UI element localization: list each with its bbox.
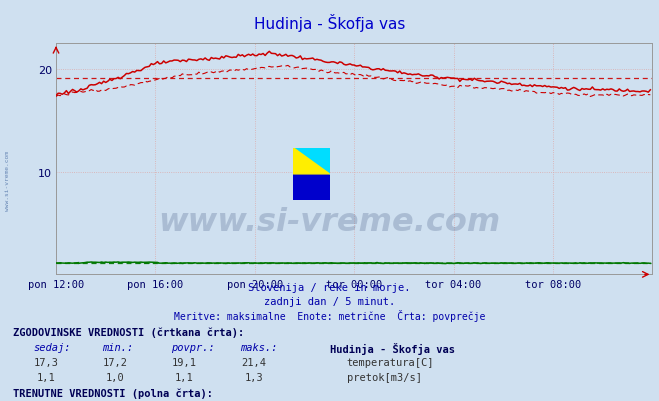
Text: zadnji dan / 5 minut.: zadnji dan / 5 minut.	[264, 296, 395, 306]
Text: sedaj:: sedaj:	[33, 342, 71, 352]
Text: Slovenija / reke in morje.: Slovenija / reke in morje.	[248, 283, 411, 293]
Polygon shape	[293, 148, 330, 174]
Polygon shape	[293, 148, 330, 174]
Text: www.si-vreme.com: www.si-vreme.com	[5, 150, 11, 211]
Text: min.:: min.:	[102, 342, 133, 352]
Text: 17,2: 17,2	[103, 357, 128, 367]
Text: Hudinja - Škofja vas: Hudinja - Škofja vas	[330, 342, 455, 354]
Text: 21,4: 21,4	[241, 357, 266, 367]
Text: 17,3: 17,3	[34, 357, 59, 367]
Text: temperatura[C]: temperatura[C]	[347, 357, 434, 367]
Text: 1,1: 1,1	[175, 373, 194, 383]
Text: pretok[m3/s]: pretok[m3/s]	[347, 373, 422, 383]
Text: TRENUTNE VREDNOSTI (polna črta):: TRENUTNE VREDNOSTI (polna črta):	[13, 388, 213, 398]
Text: ZGODOVINSKE VREDNOSTI (črtkana črta):: ZGODOVINSKE VREDNOSTI (črtkana črta):	[13, 327, 244, 337]
Text: 1,0: 1,0	[106, 373, 125, 383]
Text: 1,3: 1,3	[244, 373, 263, 383]
Polygon shape	[293, 148, 330, 174]
Text: Hudinja - Škofja vas: Hudinja - Škofja vas	[254, 14, 405, 32]
Text: Meritve: maksimalne  Enote: metrične  Črta: povprečje: Meritve: maksimalne Enote: metrične Črta…	[174, 309, 485, 321]
Polygon shape	[293, 148, 330, 174]
Text: maks.:: maks.:	[241, 342, 278, 352]
Polygon shape	[293, 174, 330, 200]
Text: 1,1: 1,1	[37, 373, 55, 383]
Text: www.si-vreme.com: www.si-vreme.com	[158, 207, 501, 237]
Text: povpr.:: povpr.:	[171, 342, 215, 352]
Text: 19,1: 19,1	[172, 357, 197, 367]
